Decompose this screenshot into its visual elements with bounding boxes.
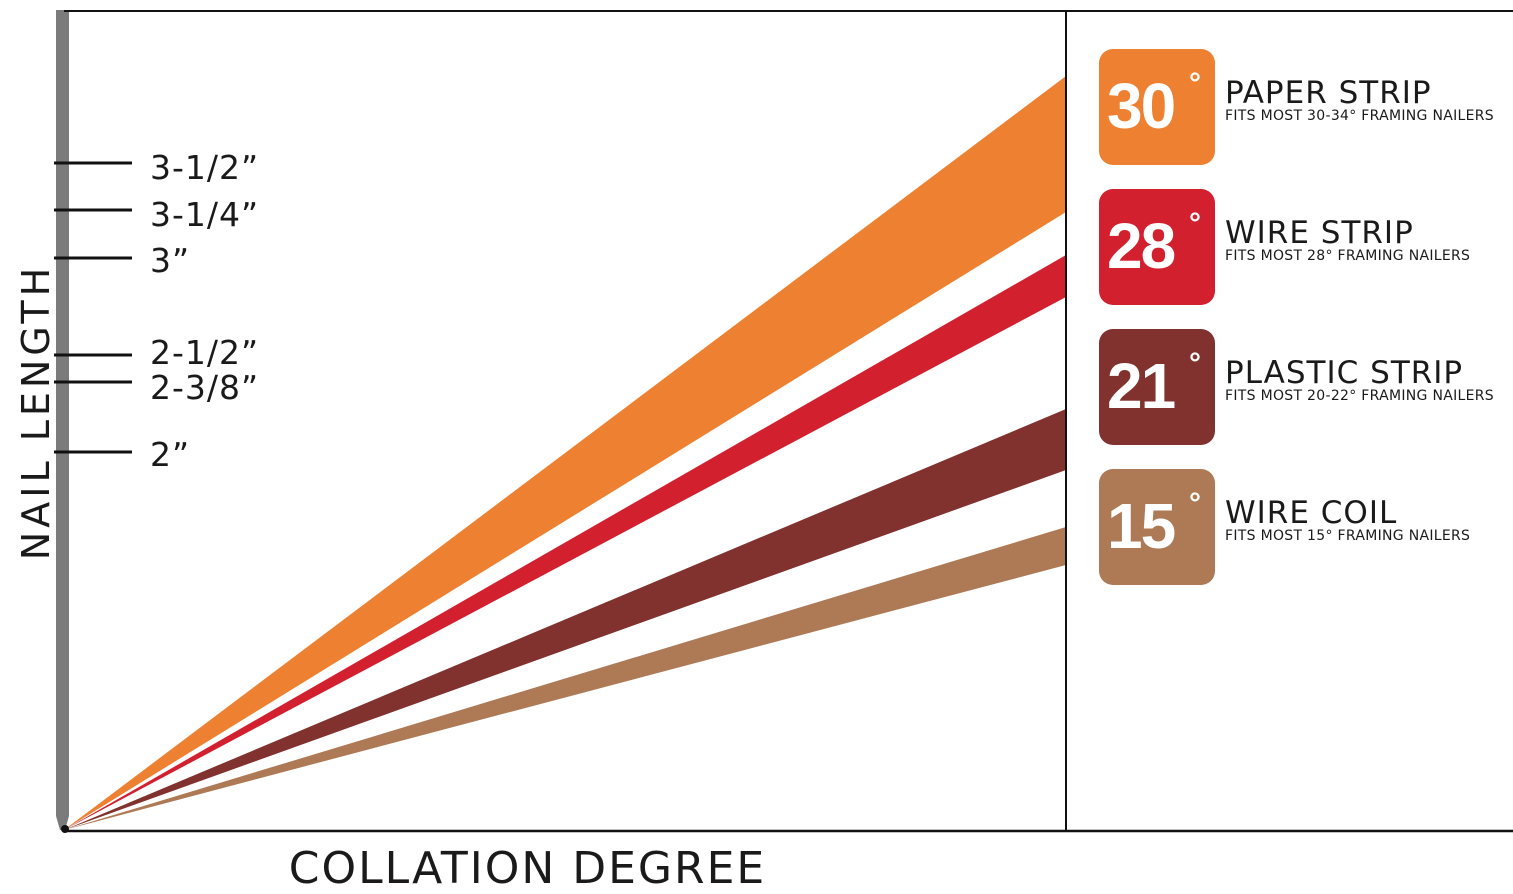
degree-badge: 28 ° [1099, 189, 1215, 305]
nail-length-label: 2-3/8” [150, 368, 260, 407]
legend-title: PAPER STRIP [1225, 75, 1432, 111]
legend-description: FITS MOST 15° FRAMING NAILERS [1225, 528, 1471, 544]
x-axis-title: COLLATION DEGREE [288, 843, 767, 894]
degree-badge: 21 ° [1099, 329, 1215, 445]
nail-length-ticks [54, 161, 132, 454]
nail-length-label: 3” [150, 241, 191, 280]
legend-item-wire-coil: 15 ° WIRE COIL FITS MOST 15° FRAMING NAI… [1099, 469, 1509, 587]
degree-symbol: ° [1189, 67, 1201, 100]
frame-lines [61, 10, 1513, 833]
wedge-28 [64, 255, 1066, 830]
degree-value: 21 [1107, 350, 1176, 422]
nail-length-label: 3-1/2” [150, 148, 260, 187]
nail-length-label: 2” [150, 435, 191, 474]
legend-description: FITS MOST 30-34° FRAMING NAILERS [1225, 108, 1494, 124]
wedge-21 [64, 409, 1066, 830]
legend-item-paper-strip: 30 ° PAPER STRIP FITS MOST 30-34° FRAMIN… [1099, 49, 1509, 167]
degree-value: 30 [1107, 70, 1176, 142]
degree-badge: 15 ° [1099, 469, 1215, 585]
collation-wedges [64, 76, 1066, 830]
wedge-15 [64, 527, 1066, 830]
degree-value: 28 [1107, 210, 1176, 282]
legend-title: WIRE COIL [1225, 495, 1398, 531]
degree-symbol: ° [1189, 487, 1201, 520]
legend-title: WIRE STRIP [1225, 215, 1414, 251]
legend-description: FITS MOST 20-22° FRAMING NAILERS [1225, 388, 1494, 404]
wedge-30 [64, 76, 1066, 830]
degree-symbol: ° [1189, 347, 1201, 380]
legend-item-wire-strip: 28 ° WIRE STRIP FITS MOST 28° FRAMING NA… [1099, 189, 1509, 307]
legend-item-plastic-strip: 21 ° PLASTIC STRIP FITS MOST 20-22° FRAM… [1099, 329, 1509, 447]
legend-title: PLASTIC STRIP [1225, 355, 1464, 391]
degree-badge: 30 ° [1099, 49, 1215, 165]
nail-length-label: 3-1/4” [150, 195, 260, 234]
degree-value: 15 [1107, 490, 1176, 562]
degree-symbol: ° [1189, 207, 1201, 240]
legend-description: FITS MOST 28° FRAMING NAILERS [1225, 248, 1471, 264]
y-axis-title: NAIL LENGTH [14, 263, 58, 561]
nail-length-label: 2-1/2” [150, 333, 260, 372]
origin-point [61, 825, 69, 833]
